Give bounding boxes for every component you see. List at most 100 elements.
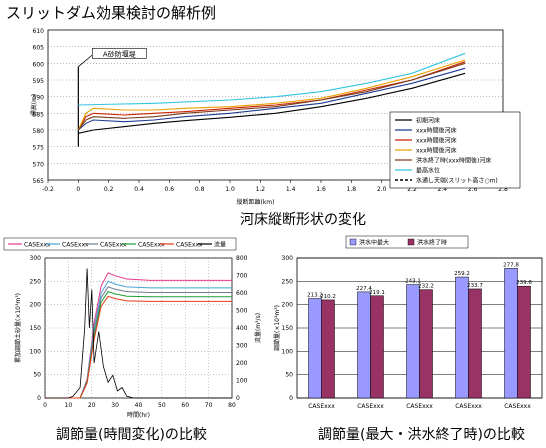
series-line xyxy=(45,268,232,399)
y2-tick-label: 800 xyxy=(236,255,248,262)
y2-tick-label: 0 xyxy=(236,395,240,402)
bar-data-label: 259.2 xyxy=(454,271,470,277)
y2-tick-label: 400 xyxy=(236,325,248,332)
bar xyxy=(370,295,384,399)
y2-tick-label: 700 xyxy=(236,273,248,280)
bar xyxy=(504,268,518,399)
legend-label: xxx時間後河床 xyxy=(416,147,457,155)
y-tick-label: 580 xyxy=(33,128,45,135)
x-tick-label: CASExxx xyxy=(308,403,335,410)
x-tick-label: 2.2 xyxy=(407,186,417,193)
bar-data-label: 243.1 xyxy=(405,279,421,285)
series-line xyxy=(78,72,466,134)
x-tick-label: 2.6 xyxy=(468,186,478,193)
y-tick-label: 100 xyxy=(30,348,42,355)
bar xyxy=(419,289,433,399)
legend-label: 洪水中最大 xyxy=(359,239,389,247)
series-line xyxy=(78,52,466,106)
y2-tick-label: 100 xyxy=(236,378,248,385)
x-tick-label: 60 xyxy=(181,402,189,409)
y-tick-label: 0 xyxy=(289,395,293,402)
bar xyxy=(468,288,482,399)
page-title: スリットダム効果検討の解析例 xyxy=(6,4,217,22)
x-tick-label: 0.8 xyxy=(195,186,205,193)
bar xyxy=(455,276,469,399)
bar-data-label: 227.4 xyxy=(356,286,372,292)
x-axis-label: 時間(hr) xyxy=(127,411,150,419)
y-tick-label: 570 xyxy=(33,161,45,168)
x-tick-label: 1.6 xyxy=(316,186,326,193)
bar xyxy=(308,298,322,399)
legend-box-3 xyxy=(345,235,469,249)
x-tick-label: 0 xyxy=(43,402,47,409)
legend-swatch xyxy=(349,238,357,246)
caption-bottom-right: 調節量(最大・洪水終了時)の比較 xyxy=(318,427,525,443)
bar-data-label: 219.1 xyxy=(369,290,385,296)
y-tick-label: 200 xyxy=(282,302,294,309)
annotation-box xyxy=(92,48,147,59)
y-axis-label: 調節量(×10³m³) xyxy=(273,305,281,351)
x-tick-label: 40 xyxy=(135,402,143,409)
x-tick-label: 2.0 xyxy=(377,186,387,193)
y-tick-label: 150 xyxy=(30,325,42,332)
bar-data-label: 232.2 xyxy=(418,284,434,290)
y2-tick-label: 500 xyxy=(236,308,248,315)
x-tick-label: CASExxx xyxy=(504,403,531,410)
bar-data-label: 239.6 xyxy=(516,280,532,286)
x-tick-label: CASExxx xyxy=(455,403,482,410)
bar-data-label: 277.8 xyxy=(503,262,519,268)
x-tick-label: 1.0 xyxy=(225,186,235,193)
bar-data-label: 210.2 xyxy=(320,294,336,300)
x-tick-label: 0.4 xyxy=(134,186,144,193)
dam-arrow xyxy=(78,54,93,67)
x-tick-label: -0.2 xyxy=(42,186,54,193)
series-line xyxy=(77,62,466,131)
x-tick-label: 2.8 xyxy=(498,186,508,193)
series-line xyxy=(77,61,466,131)
y-axis-label: 標高(m) xyxy=(30,94,38,117)
series-line xyxy=(77,67,466,131)
y-axis-label: 累加調節土砂量(×10³m³) xyxy=(14,293,22,363)
caption-top: 河床縦断形状の変化 xyxy=(240,212,366,228)
x-tick-label: 80 xyxy=(228,402,236,409)
y-tick-label: 100 xyxy=(282,348,294,355)
y-tick-label: 200 xyxy=(30,302,42,309)
y-tick-label: 50 xyxy=(33,372,41,379)
legend-label: CASExxx xyxy=(62,242,89,249)
annotation-label: A砂防堰堤 xyxy=(103,49,136,58)
legend-label: CASExxx xyxy=(138,242,165,249)
x-tick-label: 10 xyxy=(65,402,73,409)
y-tick-label: 590 xyxy=(33,95,45,102)
legend-label: CASExxx xyxy=(100,242,127,249)
legend-label: 洪水終了時(xxx時間後)河床 xyxy=(416,157,491,165)
legend-box-2 xyxy=(3,237,237,251)
x-tick-label: 0 xyxy=(76,186,80,193)
x-tick-label: 20 xyxy=(88,402,96,409)
y-tick-label: 595 xyxy=(33,78,45,85)
bar-data-label: 213.2 xyxy=(307,293,323,299)
y-tick-label: 250 xyxy=(30,278,42,285)
bar xyxy=(357,291,371,399)
x-tick-label: 0.6 xyxy=(165,186,175,193)
legend-label: 洪水終了時 xyxy=(417,239,447,247)
y2-tick-label: 200 xyxy=(236,360,248,367)
legend-label: 水通し天端(スリット高さ○m) xyxy=(416,177,498,185)
legend-label: 最高水位 xyxy=(416,167,440,175)
y2-tick-label: 600 xyxy=(236,290,248,297)
y-tick-label: 605 xyxy=(33,45,45,52)
y2-axis-label: 流量(m³/s) xyxy=(254,313,262,343)
caption-bottom-left: 調節量(時間変化)の比較 xyxy=(56,427,207,443)
bar xyxy=(321,299,335,399)
x-tick-label: CASExxx xyxy=(357,403,384,410)
y-tick-label: 300 xyxy=(282,255,294,262)
legend-label: xxx時間後河床 xyxy=(416,137,457,145)
series-line xyxy=(77,59,466,131)
x-tick-label: 70 xyxy=(205,402,213,409)
y-tick-label: 610 xyxy=(33,28,45,35)
legend-label: CASExxx xyxy=(24,242,51,249)
bar xyxy=(406,284,420,399)
y-tick-label: 575 xyxy=(33,145,45,152)
legend-swatch xyxy=(407,238,415,246)
y-tick-label: 585 xyxy=(33,111,45,118)
